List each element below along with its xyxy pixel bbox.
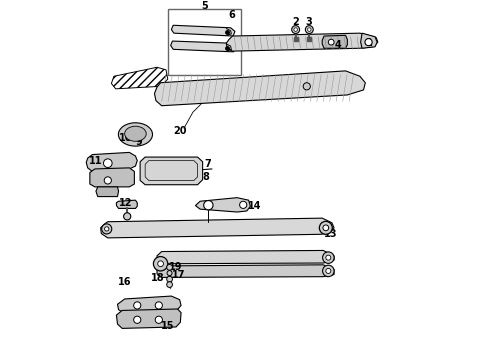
Polygon shape: [196, 198, 250, 212]
Text: 8: 8: [202, 172, 209, 182]
Circle shape: [326, 255, 331, 260]
Circle shape: [303, 83, 310, 90]
Text: 14: 14: [248, 201, 262, 211]
Circle shape: [102, 224, 112, 234]
Circle shape: [103, 159, 112, 167]
Circle shape: [323, 225, 329, 231]
Circle shape: [123, 213, 131, 220]
Text: 17: 17: [172, 270, 185, 279]
Polygon shape: [86, 152, 137, 171]
Bar: [168, 9, 242, 75]
Text: 7: 7: [204, 159, 211, 169]
Polygon shape: [322, 35, 347, 48]
Polygon shape: [117, 200, 137, 208]
Polygon shape: [100, 218, 334, 238]
Circle shape: [167, 271, 172, 276]
Text: 6: 6: [228, 10, 235, 20]
Circle shape: [292, 26, 299, 33]
Text: 13: 13: [324, 229, 337, 239]
Circle shape: [153, 257, 168, 271]
Polygon shape: [90, 168, 134, 187]
Text: 4: 4: [334, 40, 341, 50]
Text: 11: 11: [89, 156, 103, 166]
Circle shape: [155, 302, 162, 309]
Circle shape: [294, 28, 297, 31]
Circle shape: [155, 316, 162, 323]
Circle shape: [365, 39, 372, 46]
Text: 18: 18: [151, 273, 165, 283]
Ellipse shape: [119, 123, 152, 146]
Circle shape: [158, 261, 164, 267]
Polygon shape: [361, 33, 377, 48]
Text: 15: 15: [161, 321, 174, 331]
Circle shape: [328, 39, 334, 45]
Circle shape: [134, 316, 141, 323]
Polygon shape: [111, 67, 168, 89]
Circle shape: [319, 221, 332, 234]
Text: 2: 2: [292, 17, 299, 27]
Circle shape: [240, 201, 247, 208]
Polygon shape: [154, 71, 366, 106]
Circle shape: [167, 276, 172, 282]
Circle shape: [167, 282, 172, 287]
Circle shape: [104, 227, 109, 231]
Circle shape: [308, 28, 311, 31]
Polygon shape: [157, 251, 334, 264]
Polygon shape: [96, 187, 119, 197]
Circle shape: [134, 302, 141, 309]
Text: 20: 20: [173, 126, 186, 136]
Circle shape: [326, 269, 331, 274]
Polygon shape: [140, 157, 203, 185]
Polygon shape: [226, 33, 378, 51]
Ellipse shape: [124, 126, 146, 141]
Text: 9: 9: [136, 137, 143, 147]
Polygon shape: [172, 25, 235, 36]
Circle shape: [322, 265, 334, 277]
Text: 5: 5: [201, 1, 208, 11]
Circle shape: [104, 177, 111, 184]
Circle shape: [204, 201, 213, 210]
Polygon shape: [118, 296, 181, 313]
Text: 16: 16: [118, 277, 131, 287]
Circle shape: [167, 265, 172, 270]
Polygon shape: [117, 309, 181, 328]
Text: 1: 1: [366, 38, 372, 48]
Text: 12: 12: [119, 198, 132, 208]
Text: 19: 19: [169, 262, 183, 272]
Polygon shape: [157, 265, 334, 278]
Circle shape: [322, 252, 334, 264]
Circle shape: [305, 26, 313, 33]
Text: 10: 10: [119, 133, 132, 143]
Polygon shape: [171, 41, 235, 52]
Text: 3: 3: [306, 17, 312, 27]
